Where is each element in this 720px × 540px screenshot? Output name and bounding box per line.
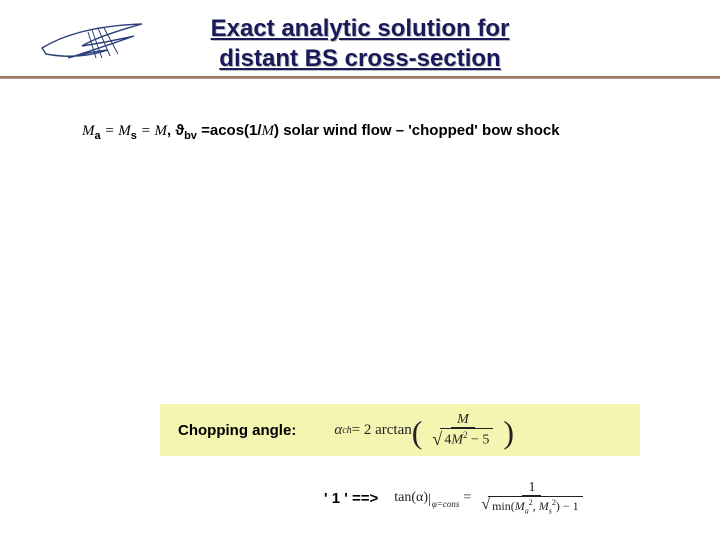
title-block: Exact analytic solution for distant BS c… bbox=[0, 14, 720, 74]
equals: = bbox=[463, 490, 471, 506]
eq1: = M bbox=[101, 123, 131, 139]
eq2: = M bbox=[137, 123, 167, 139]
sqrt: √ 4M2 − 5 bbox=[432, 428, 493, 448]
Ms-sub: s bbox=[549, 507, 552, 516]
ital-M: M bbox=[262, 123, 275, 139]
fraction-2: 1 √ min(Ma2, Ms2) − 1 bbox=[475, 480, 588, 517]
phi-cons: φ=cons bbox=[432, 499, 460, 509]
radical-icon: √ bbox=[432, 430, 442, 450]
tan-alpha: tan(α) bbox=[394, 490, 428, 506]
arrow-label: ' 1 ' ==> bbox=[324, 490, 378, 507]
Ms: M bbox=[539, 499, 549, 513]
rparen: ) bbox=[503, 416, 514, 448]
radical2-icon: √ bbox=[481, 496, 490, 514]
num-1: 1 bbox=[522, 480, 541, 496]
lparen: ( bbox=[412, 416, 423, 448]
Ma: M bbox=[515, 499, 525, 513]
chopping-formula: αch = 2 arctan ( M √ 4M2 − 5 ) bbox=[334, 412, 514, 448]
slide: { "title": { "line1": "Exact analytic so… bbox=[0, 0, 720, 540]
tail-text: ) solar wind flow – 'chopped' bow shock bbox=[274, 122, 560, 139]
close-minus-1: ) − 1 bbox=[556, 499, 579, 513]
fraction: M √ 4M2 − 5 bbox=[426, 412, 499, 448]
title-line-1: Exact analytic solution for bbox=[0, 14, 720, 44]
alpha: α bbox=[334, 422, 342, 439]
den-sqrt: √ min(Ma2, Ms2) − 1 bbox=[475, 496, 588, 516]
chopping-angle-box: Chopping angle: αch = 2 arctan ( M √ 4M2… bbox=[160, 404, 640, 456]
tan-formula: tan(α)|φ=cons = 1 √ min(Ma2, Ms2) − 1 bbox=[394, 480, 592, 517]
sub-ch: ch bbox=[342, 425, 351, 436]
eq-2arctan: = 2 arctan bbox=[352, 422, 412, 439]
header-divider bbox=[0, 76, 720, 79]
Ma-sub: a bbox=[525, 507, 529, 516]
min-open: min( bbox=[492, 499, 515, 513]
limit-line: ' 1 ' ==> tan(α)|φ=cons = 1 √ min(Ma2, M… bbox=[324, 480, 684, 517]
chopping-label: Chopping angle: bbox=[178, 422, 296, 439]
sym-M1: M bbox=[82, 123, 95, 139]
title-line-2: distant BS cross-section bbox=[0, 44, 720, 74]
frac-num: M bbox=[451, 412, 475, 428]
sqrt-2: √ min(Ma2, Ms2) − 1 bbox=[481, 496, 582, 516]
frac-den: √ 4M2 − 5 bbox=[426, 428, 499, 448]
radicand-2: min(Ma2, Ms2) − 1 bbox=[488, 496, 583, 516]
body-equation-line: Ma = Ms = M, ϑbv =acos(1/M) solar wind f… bbox=[82, 122, 560, 142]
theta: , ϑ bbox=[167, 122, 184, 139]
minus-5: − 5 bbox=[467, 433, 489, 448]
eval-bar: | bbox=[428, 492, 431, 508]
eq3: =acos(1/ bbox=[197, 122, 262, 139]
sub-bv: bv bbox=[184, 130, 197, 142]
radicand: 4M2 − 5 bbox=[440, 428, 493, 448]
radicand-M: M bbox=[451, 433, 463, 448]
